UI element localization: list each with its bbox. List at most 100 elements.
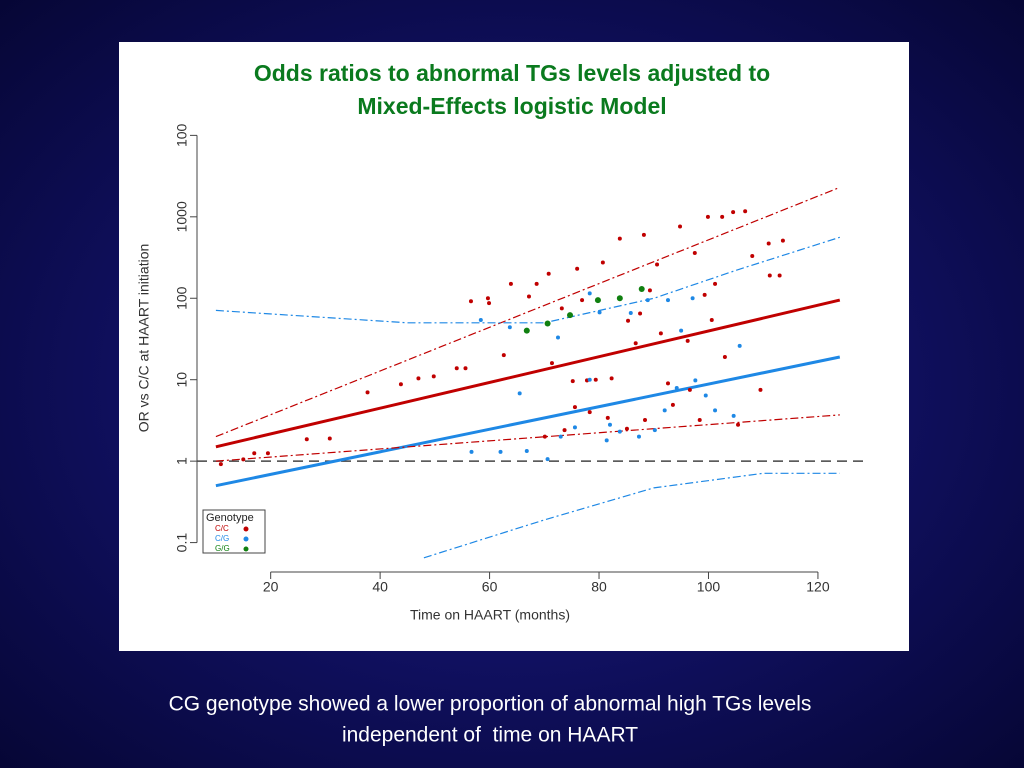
data-point [690,296,695,301]
data-point [731,210,736,215]
data-point [665,381,670,386]
data-point [674,386,679,391]
chart-panel [119,42,909,651]
data-point [743,209,748,214]
data-point [526,294,531,299]
data-point [523,327,530,334]
data-point [652,428,657,433]
data-point [587,410,592,415]
x-tick-label: 100 [697,579,721,595]
x-axis-label: Time on HAART (months) [410,607,570,623]
data-point [777,273,782,278]
data-point [327,436,332,441]
data-point [678,224,683,229]
data-point [508,281,513,286]
data-point [597,310,602,315]
data-point [485,296,490,301]
legend-box [202,509,266,554]
data-point [559,306,564,311]
data-point [638,285,645,292]
data-point [507,325,512,330]
legend-label: C/C [215,524,229,533]
x-tick-label: 40 [372,579,388,595]
data-point [501,353,506,358]
data-point [575,266,580,271]
data-point [604,438,609,443]
data-point [780,238,785,243]
data-point [702,292,707,297]
data-point [633,341,638,346]
data-point [617,236,622,241]
legend-title: Genotype [206,512,254,524]
data-point [558,434,563,439]
data-point [658,331,663,336]
data-point [468,299,473,304]
data-point [398,382,403,387]
x-tick-label: 120 [806,579,830,595]
data-point [416,376,421,381]
data-point [498,449,503,454]
data-point [722,354,727,359]
data-point [709,318,714,323]
data-point [241,457,246,462]
data-point [572,425,577,430]
legend-marker [243,526,249,532]
y-tick-label: 10 [174,372,190,388]
data-point [546,271,551,276]
y-tick-label: 100 [174,286,190,310]
data-point [594,297,601,304]
y-tick-label: 1 [174,457,190,465]
x-tick-label: 60 [482,579,498,595]
data-point [687,387,692,392]
data-point [643,418,647,423]
data-point [641,232,646,237]
data-point [524,449,529,454]
data-point [487,301,492,306]
legend-marker [243,536,249,542]
data-point [587,291,592,296]
data-point [624,426,629,431]
data-point [544,320,551,327]
data-point [705,214,710,219]
x-tick-label: 80 [591,579,607,595]
data-point [703,393,708,398]
chart-title: Mixed-Effects logistic Model [357,93,666,119]
data-point [265,451,270,456]
chart-title: Odds ratios to abnormal TGs levels adjus… [254,60,770,86]
data-point [655,262,660,267]
data-point [365,390,370,395]
data-point [713,281,718,286]
data-point [758,387,763,392]
data-point [692,250,697,255]
data-point [454,366,459,371]
data-point [555,335,560,340]
data-point [534,281,539,286]
data-point [607,422,612,427]
data-point [218,462,223,467]
legend-marker [243,546,249,552]
data-point [720,214,725,219]
data-point [713,408,718,413]
data-point [517,391,522,396]
data-point [605,415,610,420]
data-point [736,422,741,427]
data-point [645,298,650,303]
data-point [767,273,772,278]
data-point [679,328,684,333]
fit-line [215,298,841,449]
y-tick-label: 0.1 [174,533,190,553]
data-point [572,405,577,410]
data-point [693,378,698,383]
caption: independent of time on HAART [342,724,638,747]
data-point [626,318,631,323]
x-tick-label: 20 [263,579,279,595]
data-point [617,429,622,434]
data-point [593,377,598,382]
data-point [545,457,550,462]
data-point [580,298,585,303]
data-point [685,338,690,343]
data-point [609,376,614,381]
data-point [665,298,670,303]
data-point [636,434,641,439]
data-point [570,379,575,384]
